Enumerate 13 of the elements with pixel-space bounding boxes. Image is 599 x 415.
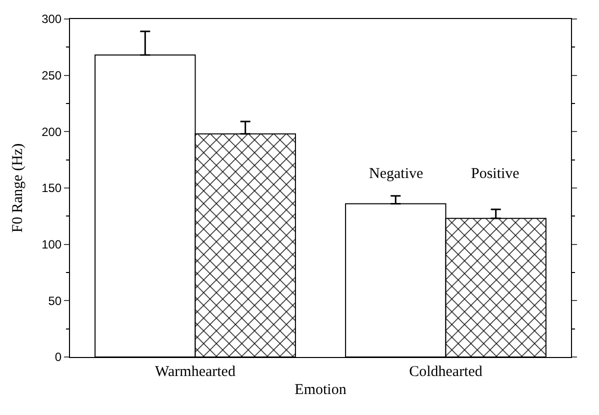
y-tick-label: 50 [48,294,62,308]
y-tick-label: 0 [54,350,62,364]
x-tick-label: Coldhearted [409,364,483,380]
series-label: Negative [369,166,424,182]
x-axis-title: Emotion [294,382,347,398]
y-tick-label: 100 [42,238,62,252]
y-axis-title: F0 Range (Hz) [10,143,26,233]
y-tick-label: 200 [42,124,62,139]
x-tick-label: Warmhearted [155,364,236,380]
y-tick-label: 300 [42,12,62,26]
text: Positive [471,166,520,182]
y-tick-label: 250 [42,68,62,83]
y-tick-label: 150 [42,181,62,196]
